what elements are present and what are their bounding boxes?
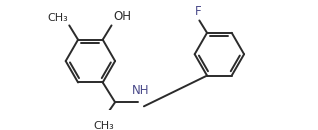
Text: OH: OH bbox=[113, 10, 131, 23]
Text: NH: NH bbox=[132, 84, 150, 97]
Text: CH₃: CH₃ bbox=[47, 13, 68, 23]
Text: F: F bbox=[195, 5, 202, 18]
Text: CH₃: CH₃ bbox=[93, 121, 114, 130]
